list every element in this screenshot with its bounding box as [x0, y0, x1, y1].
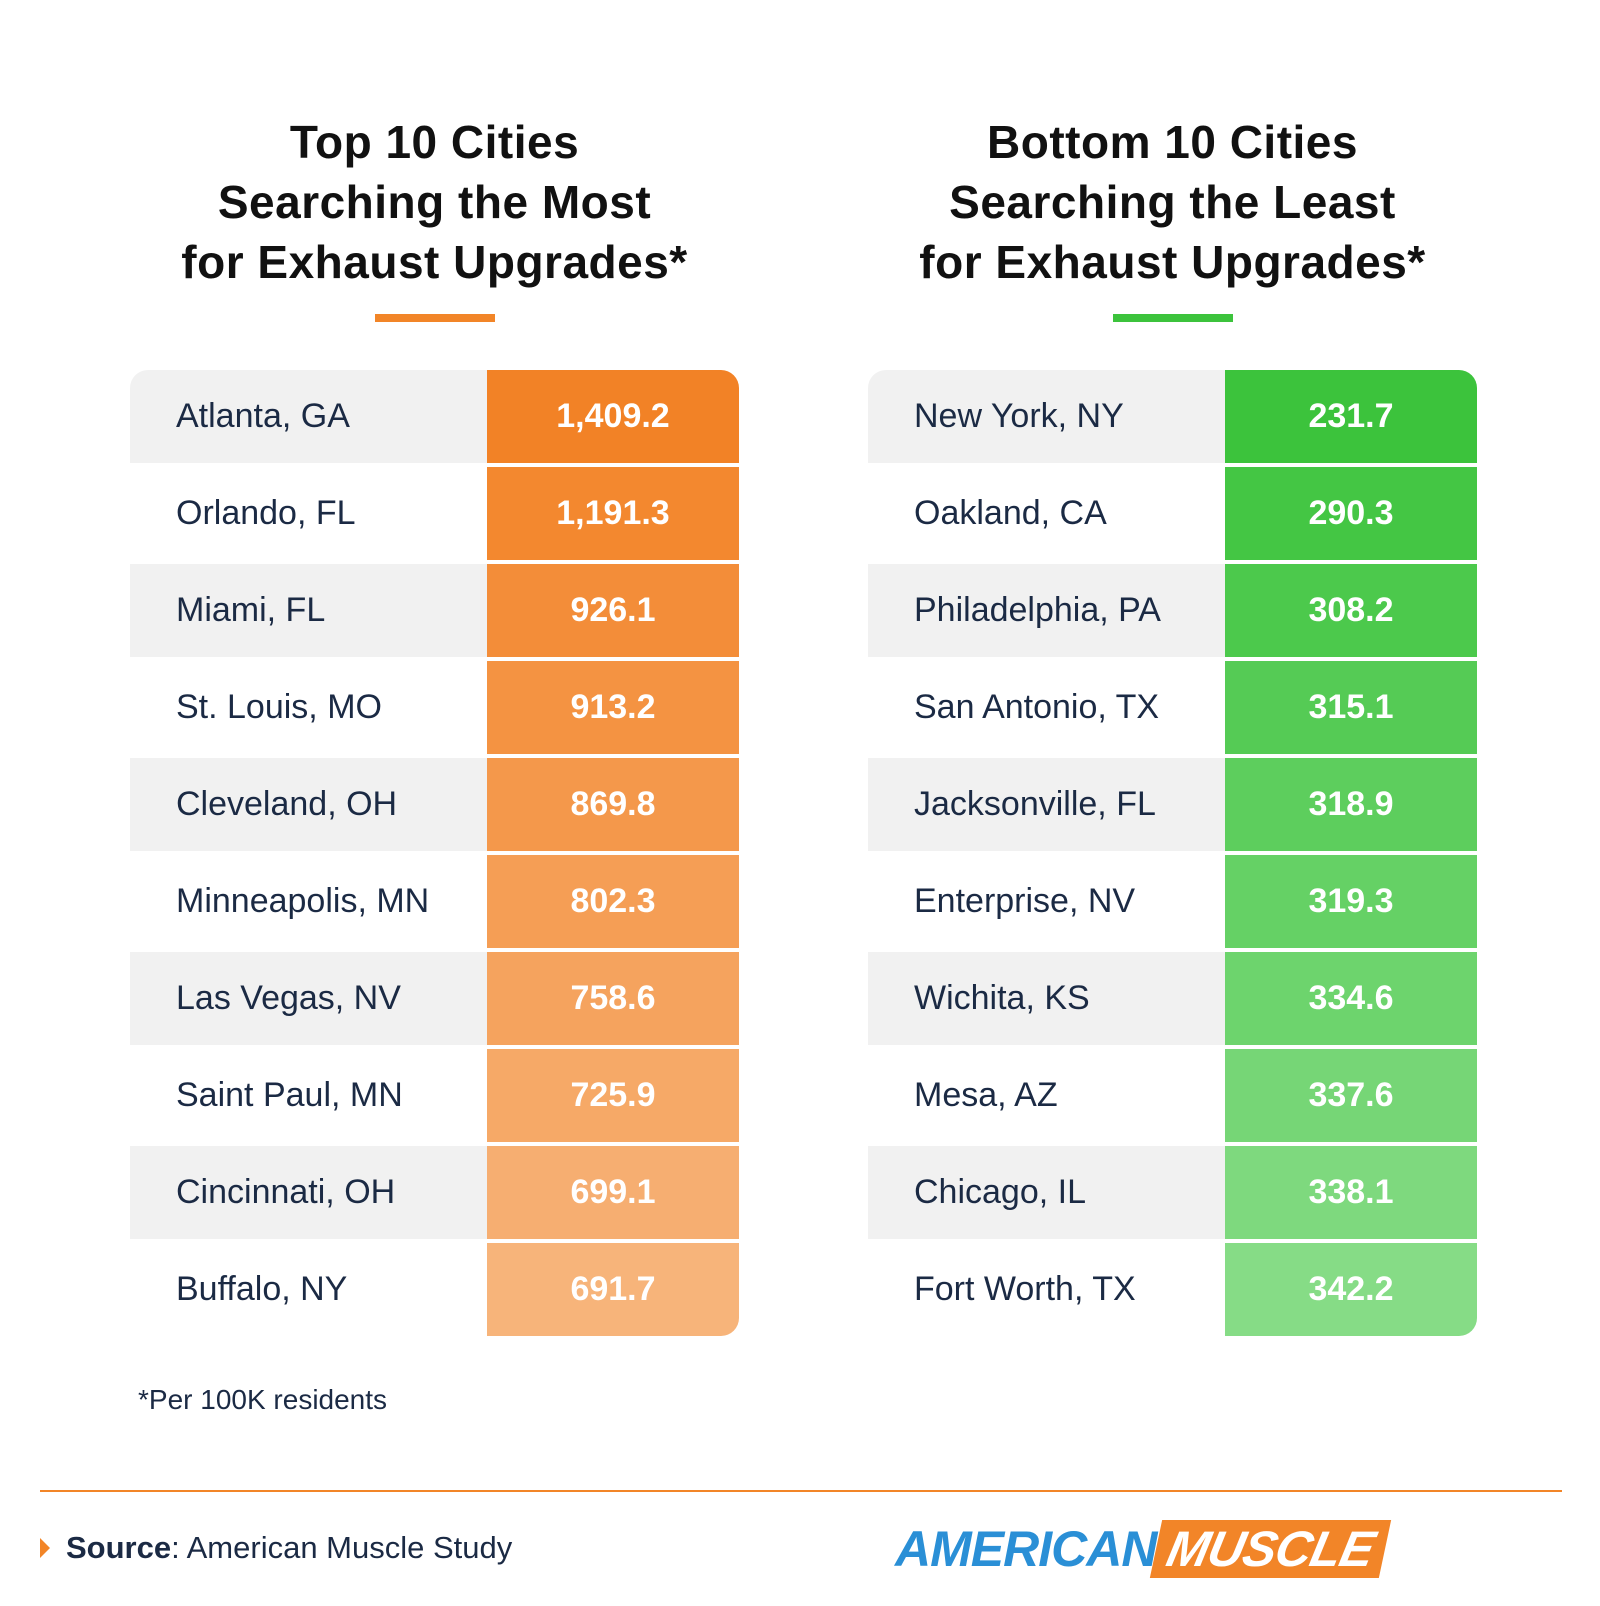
city-value: 1,409.2 — [487, 370, 739, 463]
city-name: Philadelphia, PA — [868, 564, 1225, 657]
city-name: Cincinnati, OH — [130, 1146, 487, 1239]
city-name: Las Vegas, NV — [130, 952, 487, 1045]
source: Source: American Muscle Study — [66, 1530, 512, 1566]
city-value: 315.1 — [1225, 661, 1477, 754]
table-title: Top 10 Cities — [289, 116, 580, 168]
city-name: Miami, FL — [130, 564, 487, 657]
city-name: Cleveland, OH — [130, 758, 487, 851]
city-value: 342.2 — [1225, 1243, 1477, 1336]
city-name: Enterprise, NV — [868, 855, 1225, 948]
separator — [40, 1490, 1562, 1492]
city-value: 334.6 — [1225, 952, 1477, 1045]
title-underline — [374, 314, 495, 322]
city-value: 758.6 — [487, 952, 739, 1045]
city-name: Orlando, FL — [130, 467, 487, 560]
city-value: 290.3 — [1225, 467, 1477, 560]
city-name: Jacksonville, FL — [868, 758, 1225, 851]
title-underline — [1112, 314, 1233, 322]
city-value: 699.1 — [487, 1146, 739, 1239]
city-name: Oakland, CA — [868, 467, 1225, 560]
city-value: 308.2 — [1225, 564, 1477, 657]
city-value: 1,191.3 — [487, 467, 739, 560]
city-value: 319.3 — [1225, 855, 1477, 948]
logo: AMERICAN MUSCLE — [895, 1520, 1392, 1578]
city-name: Saint Paul, MN — [130, 1049, 487, 1142]
city-name: Mesa, AZ — [868, 1049, 1225, 1142]
source-text: : American Muscle Study — [171, 1530, 513, 1565]
city-name: New York, NY — [868, 370, 1225, 463]
city-value: 691.7 — [487, 1243, 739, 1336]
city-name: Atlanta, GA — [130, 370, 487, 463]
city-name: Buffalo, NY — [130, 1243, 487, 1336]
table-title: for Exhaust Upgrades* — [181, 236, 688, 288]
city-name: Fort Worth, TX — [868, 1243, 1225, 1336]
table-title: Searching the Least — [949, 176, 1396, 228]
city-name: San Antonio, TX — [868, 661, 1225, 754]
city-value: 725.9 — [487, 1049, 739, 1142]
table-title: Searching the Most — [217, 176, 652, 228]
source-arrow — [40, 1538, 50, 1558]
table-title: Bottom 10 Cities — [987, 116, 1358, 168]
footnote: *Per 100K residents — [138, 1384, 388, 1415]
source-label: Source — [66, 1530, 172, 1565]
table-title: for Exhaust Upgrades* — [919, 236, 1426, 288]
logo-muscle: MUSCLE — [1150, 1520, 1392, 1578]
city-name: St. Louis, MO — [130, 661, 487, 754]
logo-american: AMERICAN — [895, 1521, 1157, 1577]
city-value: 869.8 — [487, 758, 739, 851]
city-name: Chicago, IL — [868, 1146, 1225, 1239]
city-name: Minneapolis, MN — [130, 855, 487, 948]
city-name: Wichita, KS — [868, 952, 1225, 1045]
city-value: 337.6 — [1225, 1049, 1477, 1142]
city-value: 802.3 — [487, 855, 739, 948]
city-value: 231.7 — [1225, 370, 1477, 463]
city-value: 926.1 — [487, 564, 739, 657]
city-value: 913.2 — [487, 661, 739, 754]
city-value: 318.9 — [1225, 758, 1477, 851]
city-value: 338.1 — [1225, 1146, 1477, 1239]
